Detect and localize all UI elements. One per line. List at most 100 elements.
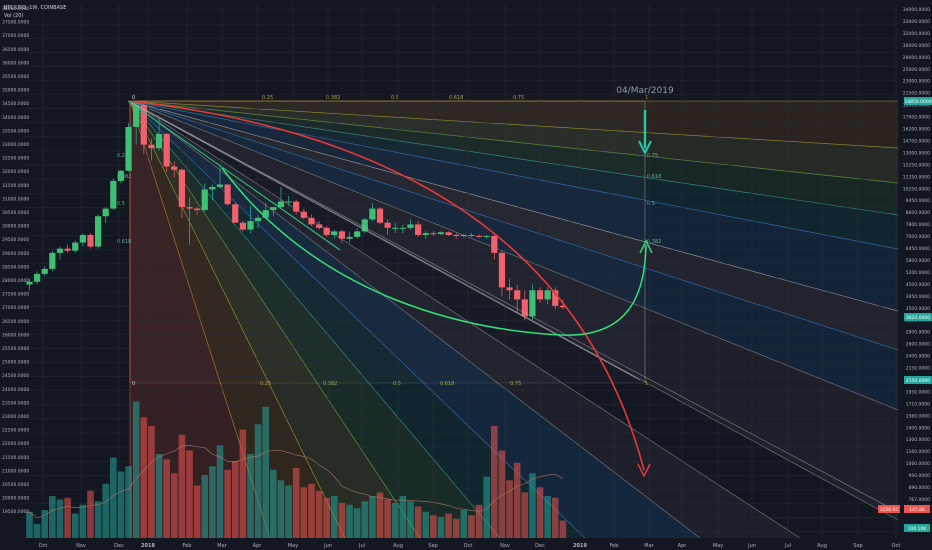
fan-line <box>129 100 586 539</box>
volume-bar <box>483 476 490 538</box>
volume-bar <box>155 454 163 538</box>
fib-label-top: 0 <box>132 95 135 101</box>
x-axis-label: Feb <box>610 543 619 549</box>
candle-body <box>468 234 475 236</box>
price-tag-bg <box>904 524 930 532</box>
volume-bar <box>506 480 513 538</box>
volume-bar <box>376 492 384 538</box>
x-axis-label: Dec <box>535 543 545 549</box>
right-axis-label: 12250.0000 <box>903 162 930 168</box>
candle-body <box>56 248 64 253</box>
volume-bar <box>41 510 49 538</box>
fib-label-bottom: 1 <box>645 381 648 387</box>
fib-label-bottom: 0 <box>132 381 135 387</box>
candle-body <box>163 133 170 167</box>
price-tag-bg <box>904 313 932 321</box>
candle-body <box>79 234 86 243</box>
right-axis-label: 1160.0000 <box>906 449 930 455</box>
candle-body <box>460 234 467 236</box>
volume-bar <box>140 417 148 538</box>
fib-label-left: 0.25 <box>117 153 128 159</box>
candle-body <box>453 234 460 236</box>
volume-bar <box>110 457 117 538</box>
volume-bar <box>361 501 369 538</box>
right-axis-label: 3500.0000 <box>906 306 930 312</box>
fan-line <box>129 100 421 539</box>
fan-line <box>129 100 899 521</box>
price-tag-bg <box>878 505 900 513</box>
volume-bar <box>49 496 56 538</box>
left-axis-label: 25500.0000 <box>2 346 29 352</box>
left-axis-label: 34500.0000 <box>2 101 29 107</box>
x-axis-label: 2019 <box>573 543 587 549</box>
volume-bar <box>178 434 186 538</box>
annotation-date-label: 04/Mar/2019 <box>616 86 674 96</box>
candle-body <box>34 273 41 282</box>
green-trend-line <box>127 100 341 251</box>
candle-body <box>308 217 315 225</box>
right-axis-label: 2150.0000 <box>906 366 930 372</box>
volume-bar <box>148 426 155 538</box>
left-axis-label: 23000.0000 <box>2 414 29 420</box>
x-axis-label: Dec <box>114 543 124 549</box>
right-axis-label: 1710.0000 <box>906 401 930 407</box>
candle-body <box>224 184 231 205</box>
candle-body <box>300 211 307 218</box>
volume-bar <box>475 504 483 538</box>
candle-body <box>186 207 193 209</box>
candle-body <box>323 227 330 235</box>
left-axis-label: 35500.0000 <box>2 74 29 80</box>
candle-body <box>384 222 391 228</box>
right-axis-label: 1060.0000 <box>906 461 930 467</box>
volume-bar <box>460 510 468 538</box>
volume-bar <box>338 503 346 538</box>
left-axis-label: 21000.0000 <box>2 468 29 474</box>
right-axis-label: 3950.0000 <box>906 294 930 300</box>
candle-body <box>498 252 506 288</box>
right-axis-label: 7000.0000 <box>906 234 930 240</box>
candle-body <box>232 204 239 223</box>
candle-body <box>293 201 300 212</box>
x-axis-label: Mar <box>217 543 227 549</box>
right-axis-label: 7800.0000 <box>906 222 930 228</box>
left-axis-label: 24000.0000 <box>2 387 29 393</box>
left-axis-label: 22500.0000 <box>2 428 29 434</box>
fan-line <box>129 100 501 539</box>
price-tag-label: 3556.97 <box>880 507 899 513</box>
candle-body <box>270 207 277 211</box>
fan-line <box>129 100 899 184</box>
candle-body <box>140 105 147 145</box>
candle-body <box>49 252 56 269</box>
fib-label-right: 0.5 <box>647 201 655 207</box>
volume-bar <box>300 487 308 538</box>
candle-body <box>491 235 498 253</box>
x-axis-label: Oct <box>39 543 48 549</box>
volume-bar <box>125 466 132 538</box>
fib-label-right: 0.618 <box>647 174 661 180</box>
volume-bar <box>521 492 529 538</box>
candle-body <box>514 290 521 300</box>
x-axis-label: Aug <box>817 543 827 549</box>
right-axis-label: 2600.0000 <box>906 342 930 348</box>
candle-body <box>536 290 544 300</box>
right-axis-label: 890.0000 <box>909 485 931 491</box>
x-axis-label: Sep <box>853 543 862 549</box>
volume-bar <box>391 503 399 538</box>
volume-bar <box>559 520 567 538</box>
volume-bar <box>132 401 140 538</box>
volume-bar <box>117 471 125 538</box>
volume-bar <box>26 511 33 538</box>
right-axis-label: 1400.0000 <box>906 425 930 431</box>
x-axis-label: Sep <box>428 543 437 549</box>
left-axis-label: 20500.0000 <box>2 482 29 488</box>
right-axis-label: 11250.0000 <box>903 174 930 180</box>
x-axis-label: 2018 <box>141 543 155 549</box>
volume-bar <box>491 426 498 538</box>
fib-label-bottom: 0.618 <box>440 381 454 387</box>
price-tag-bg <box>904 97 932 105</box>
candle-body <box>171 166 178 170</box>
volume-bar <box>193 485 201 538</box>
price-tag-label: 147.8K <box>909 507 926 513</box>
